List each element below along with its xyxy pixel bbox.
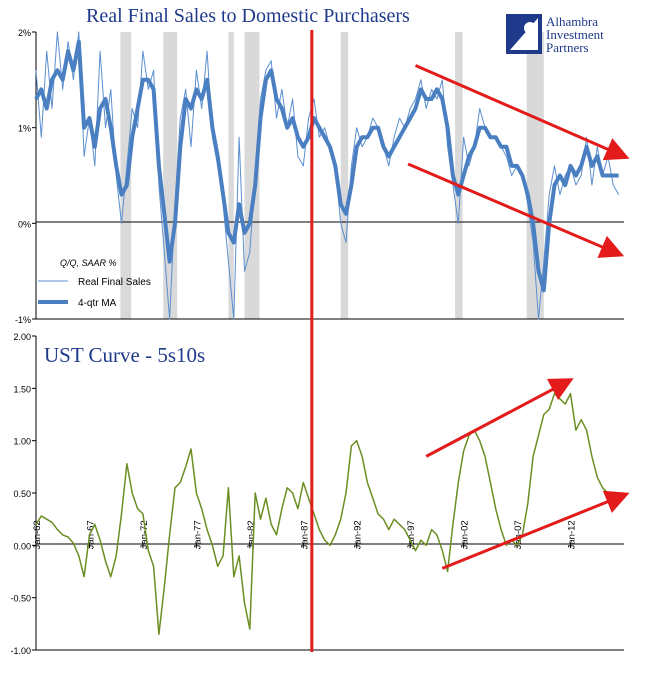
- series-5s10s: [35, 392, 620, 636]
- bottom-ytick-label: 2.00: [13, 332, 31, 342]
- bottom-panel: 2.001.501.000.500.00-0.50-1.00 Jan-62 Jan…: [10, 332, 630, 656]
- bottom-y-ticks: 2.00 1.50 1.00 0.50 0.00 -0.50 -1.00: [10, 332, 36, 656]
- top-trend-arrow-1: [407, 162, 625, 258]
- bottom-chart-title: UST Curve - 5s10s: [44, 343, 205, 367]
- legend-label-real-final-sales: Real Final Sales: [78, 277, 151, 288]
- legend-note: Q/Q, SAAR %: [60, 258, 117, 268]
- legend-label-4qtr-ma: 4-qtr MA: [78, 298, 117, 309]
- bottom-series: [35, 392, 620, 636]
- logo-line-2: Investment: [546, 27, 604, 42]
- alhambra-logo: Alhambra Investment Partners: [506, 14, 604, 55]
- bottom-xtick-label: Jan-62: [32, 520, 43, 549]
- recession-band-2: [228, 32, 234, 319]
- bottom-ytick-label: -0.50: [10, 594, 31, 604]
- bottom-trend-arrows: [425, 378, 630, 570]
- top-panel: 2% 1% 0% -1% Real Final Sales to Domestic P…: [15, 5, 630, 325]
- series-4qtr-ma: [34, 39, 619, 293]
- top-y-ticks: 2% 1% 0% -1%: [15, 28, 36, 325]
- bottom-xtick-label: Jan-12: [567, 520, 578, 549]
- bottom-xtick-label: Jan-02: [460, 520, 471, 549]
- bottom-xtick-label: Jan-72: [139, 520, 150, 549]
- recession-shading: [120, 32, 544, 319]
- bottom-x-ticks: Jan-62 Jan-67 Jan-72 Jan-77 Jan-82 Jan-87 Jan-…: [32, 520, 578, 549]
- bottom-xtick-label: Jan-77: [192, 520, 203, 549]
- bottom-xtick-label: Jan-92: [353, 520, 364, 549]
- bottom-ytick-label: 0.50: [13, 489, 31, 499]
- bottom-ytick-label: 1.50: [13, 384, 31, 394]
- bottom-ytick-label: 1.00: [13, 437, 31, 447]
- bottom-xtick-label: Jan-82: [246, 520, 257, 549]
- logo-line-1: Alhambra: [546, 14, 598, 29]
- recession-band-3: [244, 32, 260, 319]
- bottom-trend-arrow-1: [441, 490, 630, 570]
- top-ytick-label: 2%: [18, 28, 31, 38]
- top-ytick-label: 1%: [18, 124, 31, 134]
- top-trend-arrow-0: [414, 64, 630, 161]
- bottom-xtick-label: Jan-97: [406, 520, 417, 549]
- bottom-xtick-label: Jan-07: [513, 520, 524, 549]
- logo-line-3: Partners: [546, 40, 589, 55]
- top-ytick-label: 0%: [18, 219, 31, 229]
- top-series: [34, 31, 620, 320]
- top-ytick-label: -1%: [15, 315, 31, 325]
- bottom-xtick-label: Jan-87: [299, 520, 310, 549]
- top-trend-arrows: [407, 64, 630, 258]
- bottom-xtick-label: Jan-67: [85, 520, 96, 549]
- logo-sun-icon: [524, 22, 536, 34]
- top-legend: Q/Q, SAAR % Real Final Sales 4-qtr MA: [38, 258, 151, 309]
- bottom-ytick-label: -1.00: [10, 646, 31, 656]
- top-chart-title: Real Final Sales to Domestic Purchasers: [86, 5, 410, 27]
- recession-band-4: [340, 32, 349, 319]
- recession-band-6: [526, 32, 544, 319]
- bottom-trend-arrow-0: [425, 378, 574, 458]
- recession-band-1: [163, 32, 178, 319]
- recession-band-5: [455, 32, 463, 319]
- bottom-ytick-label: 0.00: [13, 541, 31, 551]
